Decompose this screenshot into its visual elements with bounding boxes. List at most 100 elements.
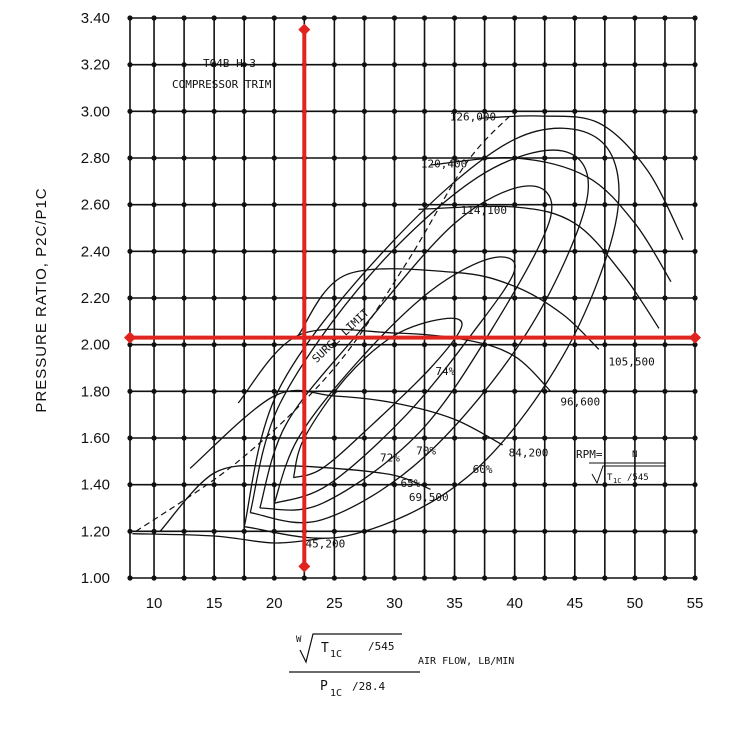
x-tick-label: 30 [386, 595, 403, 612]
grid-intersection-dot [512, 295, 518, 301]
y-tick-label: 3.40 [81, 10, 110, 27]
y-axis-label: PRESSURE RATIO, P2C/P1C [33, 187, 50, 412]
grid-intersection-dot [127, 295, 133, 301]
grid-intersection-dot [331, 575, 337, 581]
grid-intersection-dot [421, 435, 428, 441]
grid-intersection-dot [151, 62, 157, 68]
grid-intersection-dot [241, 435, 247, 441]
grid-intersection-dot [331, 155, 337, 161]
grid-intersection-dot [331, 295, 337, 301]
grid-intersection-dot [271, 575, 277, 581]
grid-intersection-dot [482, 248, 488, 254]
grid-intersection-dot [572, 248, 578, 254]
grid-intersection-dot [241, 295, 247, 301]
grid-intersection-dot [361, 295, 368, 301]
speed-line-label: 126,000 [450, 111, 496, 124]
grid-intersection-dot [391, 108, 398, 114]
speed-line-label: 114,100 [461, 204, 507, 217]
grid-intersection-dot [572, 342, 578, 348]
efficiency-label: 70% [416, 444, 436, 457]
grid-intersection-dot [151, 342, 157, 348]
grid-intersection-dot [512, 342, 518, 348]
efficiency-label: 65% [400, 477, 420, 490]
x-label-sqrt-sign [299, 633, 402, 664]
grid-intersection-dot [211, 202, 217, 208]
speed-line-label: 84,200 [509, 447, 549, 460]
grid-intersection-dot [271, 388, 277, 394]
grid-intersection-dot [211, 295, 217, 301]
grid-intersection-dot [127, 388, 133, 394]
grid-intersection-dot [127, 202, 133, 208]
grid-intersection-dot [602, 388, 608, 394]
x-tick-label: 20 [266, 595, 283, 612]
grid-intersection-dot [662, 155, 668, 161]
grid-intersection-dot [542, 248, 548, 254]
grid-intersection-dot [482, 62, 488, 68]
grid-intersection-dot [331, 482, 337, 488]
grid-intersection-dot [632, 295, 638, 301]
grid-intersection-dot [151, 435, 157, 441]
grid-intersection-dot [391, 15, 398, 21]
grid-intersection-dot [451, 62, 458, 68]
operating-point-lines [124, 23, 701, 573]
grid-intersection-dot [331, 202, 337, 208]
x-axis-label: W T 1C /545 P 1C /28.4 AIR FLOW, LB/MIN [289, 633, 514, 699]
grid-intersection-dot [572, 388, 578, 394]
chart-series [132, 110, 684, 544]
grid-intersection-dot [391, 482, 398, 488]
x-tick-label: 40 [506, 595, 523, 612]
grid-intersection-dot [211, 15, 217, 21]
grid-intersection-dot [692, 342, 698, 348]
grid-intersection-dot [512, 388, 518, 394]
grid-intersection-dot [271, 248, 277, 254]
efficiency-label: 72% [380, 451, 400, 464]
y-tick-label: 1.60 [81, 430, 110, 447]
grid-intersection-dot [512, 15, 518, 21]
grid-intersection-dot [572, 295, 578, 301]
grid-intersection-dot [451, 15, 458, 21]
grid-intersection-dot [542, 155, 548, 161]
grid-intersection-dot [542, 575, 548, 581]
grid-intersection-dot [662, 62, 668, 68]
grid-intersection-dot [451, 342, 458, 348]
map-title-line-1: T04B H-3 [203, 57, 256, 70]
grid-intersection-dot [181, 295, 187, 301]
grid-intersection-dot [421, 528, 428, 534]
grid-intersection-dot [391, 202, 398, 208]
grid-intersection-dot [211, 528, 217, 534]
grid-intersection-dot [181, 528, 187, 534]
x-tick-label: 25 [326, 595, 343, 612]
grid-intersection-dot [211, 482, 217, 488]
grid-intersection-dot [602, 62, 608, 68]
grid-intersection-dot [127, 155, 133, 161]
y-tick-label: 2.80 [81, 150, 110, 167]
y-tick-label: 1.20 [81, 523, 110, 540]
grid-intersection-dot [241, 62, 247, 68]
y-tick-label: 2.60 [81, 197, 110, 214]
grid-intersection-dot [361, 155, 368, 161]
grid-intersection-dot [482, 15, 488, 21]
efficiency-island [292, 317, 463, 479]
grid-intersection-dot [512, 482, 518, 488]
grid-intersection-dot [572, 15, 578, 21]
grid-intersection-dot [542, 482, 548, 488]
efficiency-label: 60% [473, 463, 493, 476]
x-label-t-sub: 1C [330, 649, 342, 660]
grid-intersection-dot [241, 15, 247, 21]
grid-intersection-dot [211, 108, 217, 114]
grid-intersection-dot [271, 155, 277, 161]
rpm-t-div: /545 [627, 473, 649, 483]
grid-intersection-dot [271, 342, 277, 348]
grid-intersection-dot [151, 295, 157, 301]
grid-intersection-dot [602, 108, 608, 114]
grid-intersection-dot [151, 155, 157, 161]
speed-line-label: 120,400 [421, 157, 467, 170]
grid-intersection-dot [512, 62, 518, 68]
x-label-w: W [296, 635, 302, 645]
grid-intersection-dot [692, 528, 698, 534]
grid-intersection-dot [512, 202, 518, 208]
grid-intersection-dot [211, 575, 217, 581]
speed-line-label: 96,600 [560, 395, 600, 408]
grid-intersection-dot [241, 248, 247, 254]
